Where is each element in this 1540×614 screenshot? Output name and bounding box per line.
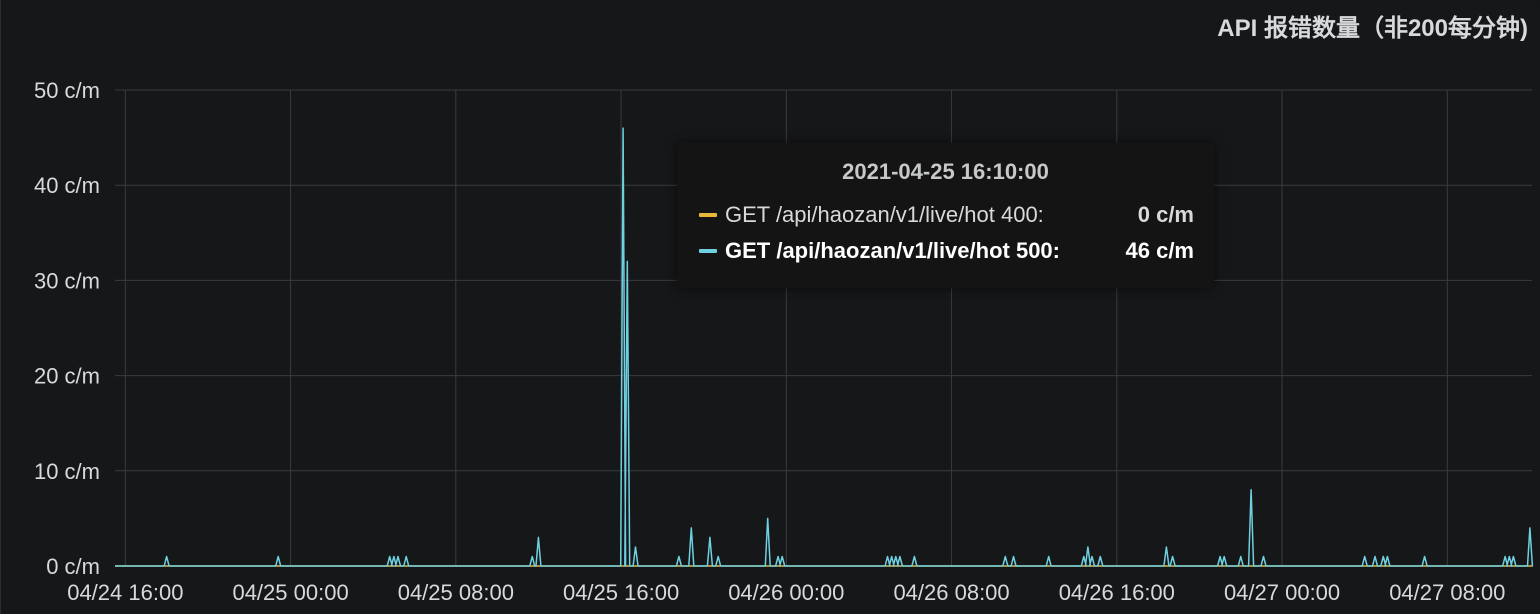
y-tick-label: 30 c/m — [34, 268, 100, 293]
tooltip-row-500: GET /api/haozan/v1/live/hot 500: 46 c/m — [699, 236, 1194, 266]
y-tick-label: 0 c/m — [46, 554, 100, 579]
series-500-color-swatch — [699, 249, 717, 253]
x-tick-label: 04/27 00:00 — [1224, 580, 1340, 605]
x-tick-label: 04/25 00:00 — [232, 580, 348, 605]
tooltip-row-400: GET /api/haozan/v1/live/hot 400: 0 c/m — [699, 200, 1194, 230]
tooltip-series-name: GET /api/haozan/v1/live/hot 500: — [725, 238, 1060, 263]
y-tick-label: 50 c/m — [34, 78, 100, 103]
tooltip-series-value: 46 c/m — [1125, 238, 1195, 263]
y-axis: 0 c/m 10 c/m 20 c/m 30 c/m 40 c/m 50 c/m — [34, 78, 100, 579]
series-400-color-swatch — [699, 213, 717, 217]
y-tick-label: 40 c/m — [34, 173, 100, 198]
y-tick-label: 20 c/m — [34, 364, 100, 389]
panel-title[interactable]: API 报错数量（非200每分钟) — [1217, 15, 1528, 42]
tooltip-timestamp: 2021-04-25 16:10:00 — [842, 159, 1049, 184]
x-tick-label: 04/24 16:00 — [67, 580, 183, 605]
series-lines — [115, 127, 1534, 567]
tooltip-series-name: GET /api/haozan/v1/live/hot 400: — [725, 202, 1044, 227]
series-500-line — [115, 127, 1534, 567]
x-tick-label: 04/25 16:00 — [563, 580, 679, 605]
x-tick-label: 04/26 08:00 — [893, 580, 1009, 605]
x-tick-label: 04/27 08:00 — [1389, 580, 1505, 605]
y-tick-label: 10 c/m — [34, 459, 100, 484]
x-tick-label: 04/26 00:00 — [728, 580, 844, 605]
hover-tooltip: 2021-04-25 16:10:00 GET /api/haozan/v1/l… — [677, 143, 1214, 288]
x-tick-label: 04/26 16:00 — [1059, 580, 1175, 605]
tooltip-series-value: 0 c/m — [1137, 202, 1194, 227]
x-axis: 04/24 16:00 04/25 00:00 04/25 08:00 04/25 1… — [67, 580, 1505, 605]
panel-border — [0, 0, 1, 614]
x-tick-label: 04/25 08:00 — [398, 580, 514, 605]
